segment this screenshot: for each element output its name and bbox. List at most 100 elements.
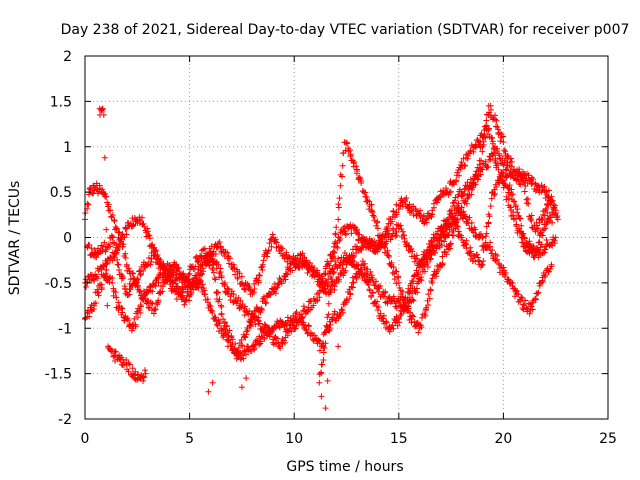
data-point-track-e xyxy=(347,151,354,158)
data-point-track-b xyxy=(363,244,370,251)
data-point-track-d xyxy=(292,325,299,332)
data-point-track-a xyxy=(267,291,274,298)
data-point-track-d xyxy=(532,296,539,303)
data-point-track-d xyxy=(488,250,495,257)
data-point-track-e xyxy=(478,157,485,164)
data-point-track-d xyxy=(288,328,295,335)
data-point-track-c xyxy=(551,240,558,247)
data-point-track-d xyxy=(148,255,155,262)
data-point-track-d xyxy=(266,333,273,340)
data-point-track-b xyxy=(152,283,159,290)
data-point-track-d xyxy=(193,283,200,290)
data-point-track-d xyxy=(279,340,286,347)
x-tick-label: 15 xyxy=(390,431,408,447)
data-point-track-a xyxy=(523,200,530,207)
data-point-outliers xyxy=(322,405,329,412)
data-point-track-b xyxy=(232,271,239,278)
data-point-track-a xyxy=(398,195,405,202)
data-point-track-d xyxy=(128,282,135,289)
data-point-track-e xyxy=(480,134,487,141)
data-point-outliers xyxy=(335,343,342,350)
data-point-track-b xyxy=(282,252,289,259)
data-point-track-a xyxy=(272,290,279,297)
data-point-track-b xyxy=(484,163,491,170)
data-point-track-d xyxy=(154,251,161,258)
data-point-track-d xyxy=(255,317,262,324)
x-axis-label: GPS time / hours xyxy=(286,459,403,475)
data-point-track-b xyxy=(132,321,139,328)
data-point-track-e xyxy=(321,344,328,351)
data-point-track-c xyxy=(123,231,130,238)
data-point-track-d xyxy=(433,243,440,250)
data-point-track-e xyxy=(452,222,459,229)
data-point-track-a xyxy=(261,294,268,301)
data-point-track-d xyxy=(151,248,158,255)
data-point-track-d xyxy=(350,279,357,286)
data-point-track-e xyxy=(426,295,433,302)
data-point-track-d xyxy=(215,261,222,268)
data-point-track-c xyxy=(235,344,242,351)
data-point-track-d xyxy=(114,256,121,263)
data-point-track-b xyxy=(109,279,116,286)
y-tick-label: -1.5 xyxy=(45,367,72,383)
data-point-track-a xyxy=(274,284,281,291)
data-point-track-e xyxy=(370,212,377,219)
data-point-track-a xyxy=(210,269,217,276)
data-point-track-e xyxy=(492,123,499,130)
data-point-track-e xyxy=(402,298,409,305)
data-point-track-c xyxy=(175,275,182,282)
data-point-track-b xyxy=(194,258,201,265)
data-point-track-e xyxy=(111,352,118,359)
data-point-track-e xyxy=(507,155,514,162)
data-point-track-d xyxy=(247,318,254,325)
data-point-track-b xyxy=(490,149,497,156)
data-point-track-d xyxy=(290,324,297,331)
data-point-track-b xyxy=(269,231,276,238)
data-point-track-c xyxy=(383,318,390,325)
data-point-track-e xyxy=(125,360,132,367)
data-point-track-c xyxy=(467,248,474,255)
data-point-track-a xyxy=(408,208,415,215)
data-point-track-d xyxy=(88,245,95,252)
data-point-outliers xyxy=(318,393,325,400)
data-point-track-a xyxy=(421,220,428,227)
data-point-track-d xyxy=(414,289,421,296)
data-point-track-d xyxy=(361,260,368,267)
data-point-track-e xyxy=(318,370,325,377)
data-point-track-b xyxy=(355,237,362,244)
data-point-track-a xyxy=(535,225,542,232)
x-tick-label: 25 xyxy=(599,431,617,447)
data-point-track-d xyxy=(542,272,549,279)
data-point-track-a xyxy=(154,301,161,308)
data-point-track-c xyxy=(172,271,179,278)
data-point-track-c xyxy=(175,265,182,272)
data-point-track-d xyxy=(85,242,92,249)
data-point-track-a xyxy=(104,203,111,210)
data-point-track-e xyxy=(316,379,323,386)
data-point-track-b xyxy=(304,270,311,277)
data-point-track-e xyxy=(353,163,360,170)
data-point-track-c xyxy=(103,261,110,268)
data-point-track-a xyxy=(331,249,338,256)
y-tick-label: 0.5 xyxy=(50,185,72,201)
x-tick-label: 5 xyxy=(185,431,194,447)
data-point-track-a xyxy=(384,224,391,231)
data-point-track-d xyxy=(441,238,448,245)
data-point-track-b xyxy=(309,263,316,270)
data-point-track-d xyxy=(126,291,133,298)
data-point-track-c xyxy=(238,352,245,359)
data-point-track-b xyxy=(542,225,549,232)
data-point-track-a xyxy=(229,336,236,343)
data-point-track-e xyxy=(103,226,110,233)
data-point-track-b xyxy=(246,284,253,291)
data-point-track-e xyxy=(337,182,344,189)
data-point-track-c xyxy=(520,230,527,237)
data-point-track-d xyxy=(508,279,515,286)
data-point-track-e xyxy=(141,367,148,374)
data-point-track-c xyxy=(368,292,375,299)
data-point-track-c xyxy=(479,261,486,268)
data-point-track-a xyxy=(107,207,114,214)
data-point-track-b xyxy=(285,253,292,260)
data-point-track-d xyxy=(123,288,130,295)
data-point-track-c xyxy=(483,223,490,230)
